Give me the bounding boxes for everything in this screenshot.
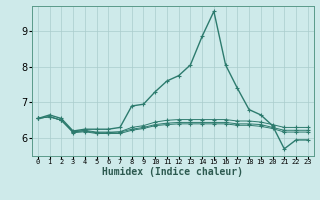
X-axis label: Humidex (Indice chaleur): Humidex (Indice chaleur) — [102, 167, 243, 177]
